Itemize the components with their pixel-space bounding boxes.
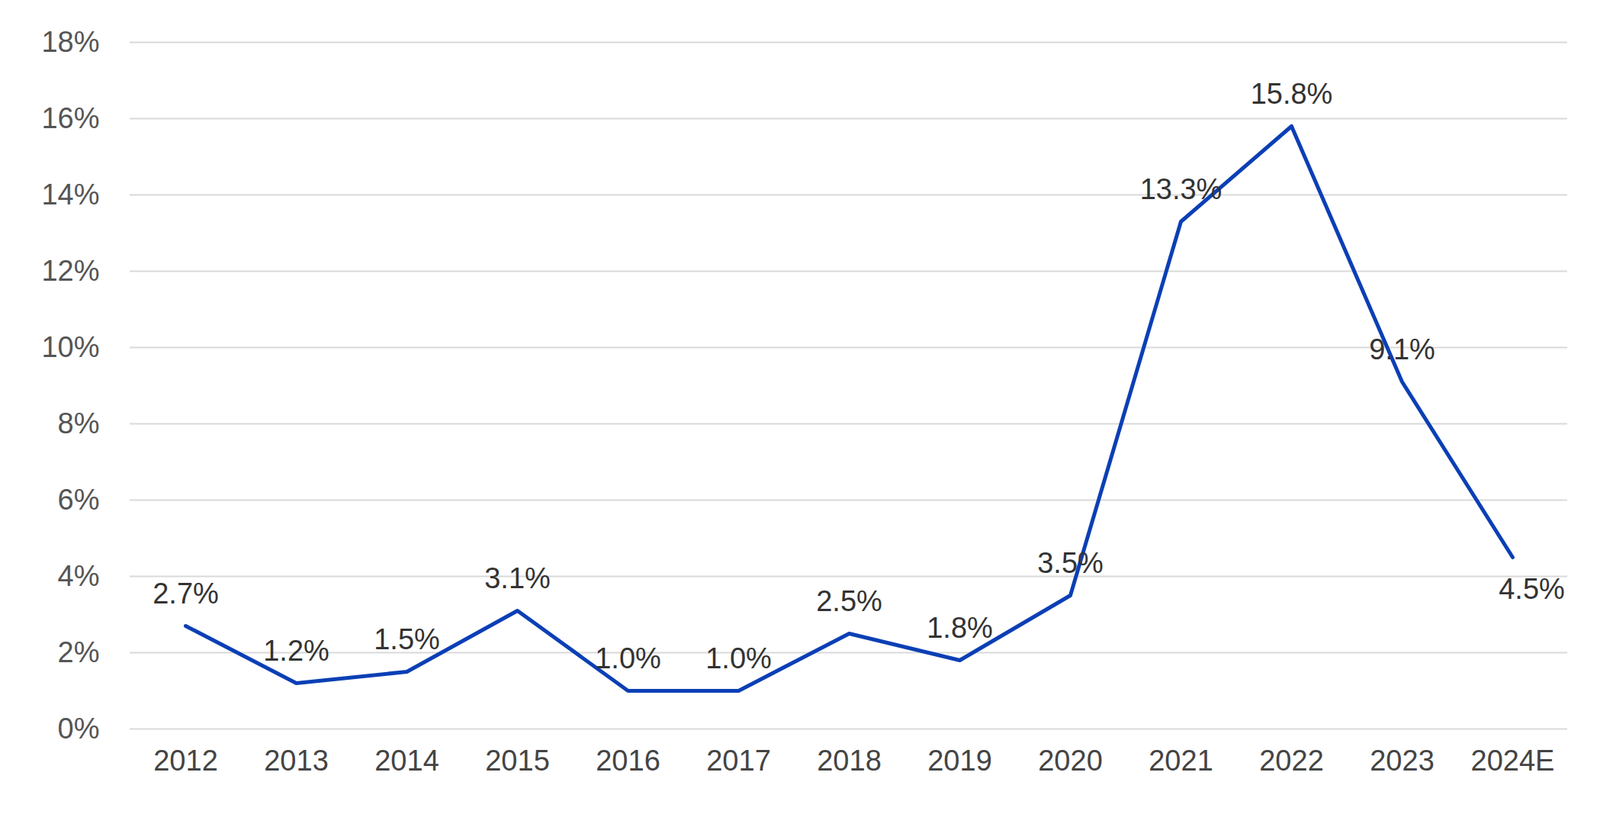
svg-text:8%: 8%	[57, 407, 100, 440]
svg-text:2020: 2020	[1037, 744, 1103, 777]
svg-text:14%: 14%	[41, 178, 100, 211]
svg-text:2013: 2013	[263, 744, 329, 777]
svg-text:12%: 12%	[41, 254, 100, 287]
svg-text:2023: 2023	[1369, 744, 1435, 777]
svg-text:2019: 2019	[927, 744, 993, 777]
svg-text:2.5%: 2.5%	[816, 584, 883, 617]
svg-text:0%: 0%	[57, 712, 100, 745]
svg-text:2018: 2018	[816, 744, 882, 777]
svg-text:18%: 18%	[41, 25, 100, 58]
svg-text:2.7%: 2.7%	[152, 577, 219, 610]
svg-text:4.5%: 4.5%	[1498, 572, 1565, 605]
svg-text:1.5%: 1.5%	[373, 623, 441, 656]
svg-text:1.2%: 1.2%	[263, 634, 330, 667]
svg-text:9.1%: 9.1%	[1368, 333, 1436, 366]
svg-text:15.8%: 15.8%	[1250, 77, 1334, 110]
svg-text:16%: 16%	[41, 102, 100, 135]
svg-text:2012: 2012	[153, 744, 219, 777]
svg-text:3.5%: 3.5%	[1037, 546, 1104, 579]
svg-text:2%: 2%	[57, 636, 100, 669]
svg-text:1.0%: 1.0%	[705, 642, 772, 675]
svg-text:1.0%: 1.0%	[594, 642, 662, 675]
svg-text:13.3%: 13.3%	[1140, 173, 1223, 206]
svg-text:2015: 2015	[485, 744, 550, 777]
svg-text:2014: 2014	[374, 744, 440, 777]
svg-text:2016: 2016	[595, 744, 661, 777]
svg-text:10%: 10%	[41, 330, 100, 364]
svg-text:6%: 6%	[57, 483, 100, 516]
svg-text:2021: 2021	[1148, 744, 1214, 777]
svg-text:2017: 2017	[706, 744, 772, 777]
svg-text:2022: 2022	[1259, 744, 1324, 777]
svg-text:3.1%: 3.1%	[484, 562, 551, 595]
svg-text:4%: 4%	[57, 559, 100, 592]
svg-text:2024E: 2024E	[1471, 744, 1556, 777]
svg-text:1.8%: 1.8%	[926, 611, 993, 644]
